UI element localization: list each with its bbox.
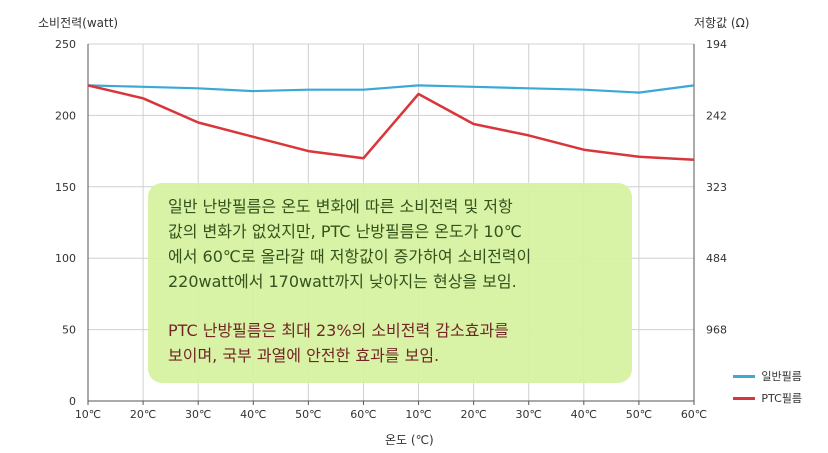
x-tick-label: 20℃ [130,408,156,421]
y-tick-label: 0 [69,395,76,408]
x-tick-label: 10℃ [75,408,101,421]
x-tick-label: 10℃ [405,408,431,421]
x-tick-label: 50℃ [295,408,321,421]
y-axis-title-right: 저항값 (Ω) [694,16,750,30]
series-lines [87,84,695,161]
annotation-paragraph-1: 일반 난방필름은 온도 변화에 따른 소비전력 및 저항 값의 변화가 없었지만… [168,197,532,291]
x-tick-label: 40℃ [240,408,266,421]
right-tick-label: 323 [706,181,727,194]
x-axis-title: 온도 (℃) [385,433,434,447]
right-tick-label: 194 [706,38,727,51]
y-tick-labels: 0 50 100 150 200 250 [55,38,76,408]
x-tick-label: 30℃ [185,408,211,421]
x-tick-label: 60℃ [681,408,707,421]
x-tick-labels: 10℃ 20℃ 30℃ 40℃ 50℃ 60℃ 10℃ 20℃ 30℃ 40℃ 50℃ 60℃ [75,408,707,421]
legend-item-normal-film: 일반필름 [733,365,802,387]
x-tick-label: 20℃ [460,408,486,421]
series-line-normal-film [87,84,695,94]
annotation-box: 일반 난방필름은 온도 변화에 따른 소비전력 및 저항 값의 변화가 없었지만… [148,183,632,383]
legend: 일반필름 PTC필름 [733,365,802,409]
right-tick-label: 242 [706,109,727,122]
y-tick-label: 150 [55,181,76,194]
y-tick-label: 250 [55,38,76,51]
legend-item-ptc-film: PTC필름 [733,387,802,409]
axes [87,44,695,405]
series-line-ptc-film [87,84,695,161]
right-tick-label: 484 [706,252,727,265]
x-tick-label: 50℃ [626,408,652,421]
legend-swatch-normal-film [733,374,756,378]
x-tick-label: 40℃ [571,408,597,421]
right-tick-labels: 194 242 323 484 968 [706,38,727,337]
legend-label-ptc-film: PTC필름 [761,392,802,405]
legend-label-normal-film: 일반필름 [761,370,802,383]
legend-swatch-ptc-film [733,396,756,400]
y-tick-label: 100 [55,252,76,265]
right-tick-label: 968 [706,324,727,337]
x-tick-label: 30℃ [516,408,542,421]
annotation-paragraph-2: PTC 난방필름은 최대 23%의 소비전력 감소효과를 보이며, 국부 과열에… [168,321,509,365]
y-axis-title-left: 소비전력(watt) [38,16,119,30]
y-tick-label: 50 [62,324,76,337]
y-tick-label: 200 [55,109,76,122]
x-tick-label: 60℃ [350,408,376,421]
